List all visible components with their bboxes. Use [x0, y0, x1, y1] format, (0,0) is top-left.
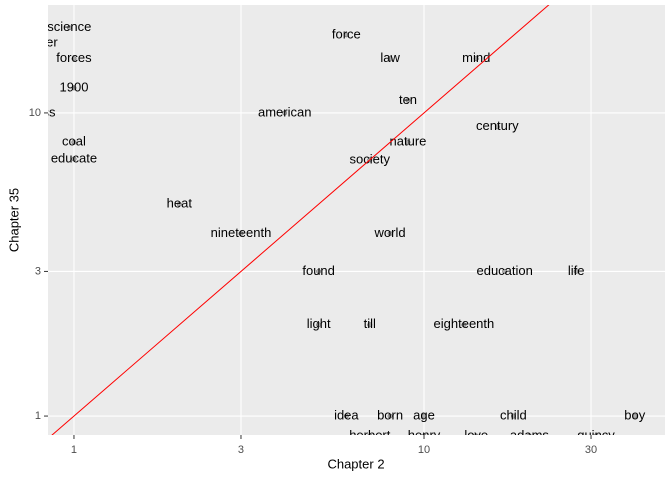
point — [632, 413, 638, 419]
grid — [48, 5, 665, 435]
point-label: ten — [399, 92, 417, 107]
point — [461, 322, 467, 328]
point — [405, 139, 411, 145]
point-label: century — [476, 118, 519, 133]
axes: 1 3 10 30 1 3 10 — [29, 107, 597, 456]
point-label: mind — [462, 50, 490, 65]
point-label: light — [307, 316, 331, 331]
point-label: nature — [390, 134, 427, 149]
point — [367, 433, 373, 435]
x-tick-label: 1 — [71, 444, 77, 456]
point — [66, 25, 72, 31]
point-label: law — [380, 50, 400, 65]
y-tick-label: 1 — [35, 410, 41, 422]
point-label: progress — [5, 104, 56, 119]
point — [176, 201, 182, 207]
point — [71, 56, 77, 62]
y-axis-title: Chapter 35 — [6, 188, 21, 252]
point-label: herbert — [349, 427, 391, 442]
point-label: society — [350, 151, 391, 166]
point-label: quincy — [577, 427, 615, 442]
point — [316, 268, 322, 274]
identity-line — [51, 5, 550, 435]
point — [316, 322, 322, 328]
point — [387, 231, 393, 237]
point — [282, 110, 288, 116]
point — [593, 433, 599, 435]
point-label: force — [332, 26, 361, 41]
point — [71, 156, 77, 162]
x-tick-label: 30 — [585, 444, 597, 456]
point — [387, 56, 393, 62]
point — [573, 268, 579, 274]
point-label: love — [464, 427, 488, 442]
point — [473, 56, 479, 62]
y-tick-label: 3 — [35, 265, 41, 277]
point-label: idea — [334, 407, 359, 422]
x-tick-label: 3 — [238, 444, 244, 456]
point — [527, 433, 532, 435]
point — [502, 268, 508, 274]
point — [343, 413, 349, 419]
point-label: education — [476, 263, 532, 278]
point — [421, 413, 427, 419]
point — [367, 322, 373, 328]
point-label: science — [47, 19, 91, 34]
point-label: 1900 — [60, 79, 89, 94]
point — [71, 85, 77, 91]
x-axis-title: Chapter 2 — [327, 456, 384, 471]
point-label: forces — [56, 50, 92, 65]
point-label: life — [568, 263, 585, 278]
point — [387, 413, 393, 419]
point-label: henry — [408, 427, 441, 442]
point-label: eighteenth — [434, 316, 495, 331]
point — [494, 124, 500, 130]
point-label: heat — [167, 196, 193, 211]
point-label: educate — [51, 150, 97, 165]
point-label: found — [302, 263, 335, 278]
point — [473, 433, 479, 435]
point — [343, 32, 349, 38]
point — [421, 433, 427, 435]
point-label: coal — [62, 134, 86, 149]
point — [238, 231, 244, 237]
point — [510, 413, 516, 419]
point-label: boy — [624, 407, 645, 422]
point-label: nineteenth — [211, 225, 272, 240]
point-label: power — [22, 35, 58, 50]
point-label: age — [413, 407, 435, 422]
point-label: till — [364, 316, 376, 331]
x-tick-label: 10 — [418, 444, 430, 456]
panel — [48, 5, 665, 435]
point-label: adams — [510, 427, 550, 442]
point — [405, 97, 411, 103]
point-label: child — [500, 407, 527, 422]
point — [71, 139, 77, 145]
plot-area: sciencepowerforces1900progresscoaleducat… — [5, 5, 646, 442]
point-label: born — [377, 407, 403, 422]
point-label: world — [374, 225, 406, 240]
point-label: american — [258, 104, 311, 119]
point — [38, 41, 42, 45]
y-tick-label: 10 — [29, 107, 41, 119]
